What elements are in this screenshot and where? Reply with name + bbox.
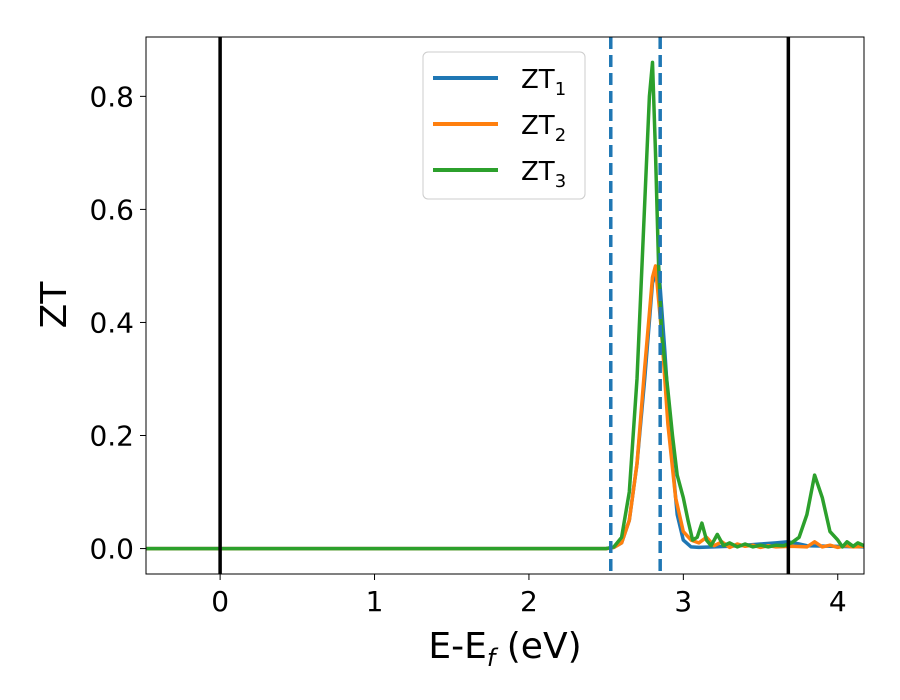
plot-content: [146, 37, 864, 574]
axis-ticks: 0 1 2 3 4 0.0 0.2 0.4 0.6 0.8: [89, 80, 846, 618]
legend-label-zt3-sub: 3: [555, 171, 566, 192]
series-line-zt3: [146, 60, 864, 551]
x-tick-label-2: 2: [520, 585, 538, 618]
legend-label-zt3: ZT3: [521, 157, 566, 192]
legend-label-zt2: ZT2: [521, 111, 566, 146]
legend-label-zt2-sub: 2: [555, 125, 566, 146]
legend-entry-zt1: ZT1: [433, 65, 566, 100]
legend: ZT1 ZT2 ZT3: [422, 51, 586, 200]
y-tick-label-2: 0.4: [89, 306, 134, 339]
legend-frame: [422, 51, 586, 200]
legend-label-zt3-main: ZT: [521, 157, 555, 187]
legend-entry-zt2: ZT2: [433, 111, 566, 146]
x-tick-label-3: 3: [674, 585, 692, 618]
y-tick-label-3: 0.6: [89, 193, 134, 226]
legend-label-zt2-main: ZT: [521, 111, 555, 141]
series-line-zt1: [146, 264, 864, 551]
legend-label-zt1: ZT1: [521, 65, 566, 100]
x-axis-title: E-Ef (eV): [428, 626, 581, 672]
y-tick-label-1: 0.2: [89, 420, 134, 453]
plot-frame: [145, 36, 865, 575]
x-tick-label-0: 0: [211, 585, 229, 618]
legend-label-zt1-main: ZT: [521, 65, 555, 95]
y-tick-label-0: 0.0: [89, 533, 134, 566]
legend-entry-zt3: ZT3: [433, 157, 566, 192]
y-axis-title: ZT: [34, 281, 75, 329]
x-tick-label-4: 4: [829, 585, 847, 618]
series-line-zt2: [146, 264, 864, 551]
x-axis-title-unit: (eV): [495, 626, 581, 667]
legend-label-zt1-sub: 1: [555, 79, 566, 100]
x-axis-title-main: E-E: [428, 626, 486, 667]
y-tick-label-4: 0.8: [89, 80, 134, 113]
x-tick-label-1: 1: [366, 585, 384, 618]
